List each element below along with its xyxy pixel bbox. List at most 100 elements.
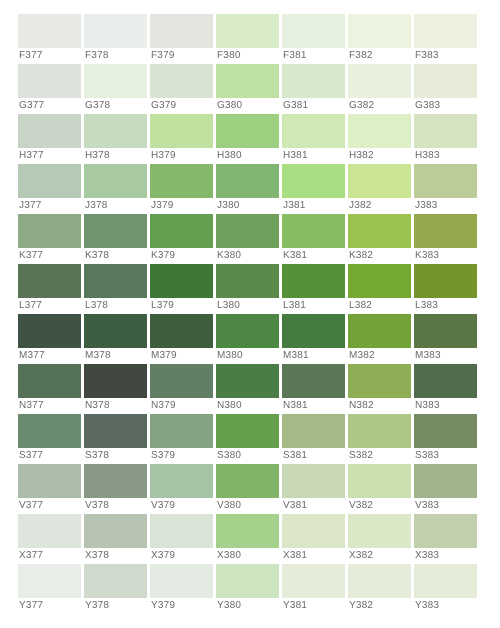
color-swatch-m381[interactable]: M381 bbox=[282, 314, 345, 364]
swatch-color-block[interactable] bbox=[348, 364, 411, 398]
swatch-color-block[interactable] bbox=[414, 314, 477, 348]
color-swatch-k377[interactable]: K377 bbox=[18, 214, 81, 264]
color-swatch-n381[interactable]: N381 bbox=[282, 364, 345, 414]
color-swatch-n378[interactable]: N378 bbox=[84, 364, 147, 414]
color-swatch-s380[interactable]: S380 bbox=[216, 414, 279, 464]
swatch-color-block[interactable] bbox=[282, 14, 345, 48]
color-swatch-y379[interactable]: Y379 bbox=[150, 564, 213, 614]
swatch-color-block[interactable] bbox=[348, 414, 411, 448]
swatch-color-block[interactable] bbox=[18, 164, 81, 198]
swatch-color-block[interactable] bbox=[216, 464, 279, 498]
swatch-color-block[interactable] bbox=[18, 514, 81, 548]
swatch-color-block[interactable] bbox=[150, 314, 213, 348]
swatch-color-block[interactable] bbox=[84, 114, 147, 148]
color-swatch-s378[interactable]: S378 bbox=[84, 414, 147, 464]
color-swatch-h377[interactable]: H377 bbox=[18, 114, 81, 164]
color-swatch-l379[interactable]: L379 bbox=[150, 264, 213, 314]
swatch-color-block[interactable] bbox=[414, 264, 477, 298]
color-swatch-v377[interactable]: V377 bbox=[18, 464, 81, 514]
swatch-color-block[interactable] bbox=[282, 364, 345, 398]
swatch-color-block[interactable] bbox=[414, 514, 477, 548]
color-swatch-l380[interactable]: L380 bbox=[216, 264, 279, 314]
color-swatch-h379[interactable]: H379 bbox=[150, 114, 213, 164]
color-swatch-x380[interactable]: X380 bbox=[216, 514, 279, 564]
color-swatch-v378[interactable]: V378 bbox=[84, 464, 147, 514]
swatch-color-block[interactable] bbox=[150, 114, 213, 148]
swatch-color-block[interactable] bbox=[18, 214, 81, 248]
swatch-color-block[interactable] bbox=[414, 214, 477, 248]
color-swatch-f382[interactable]: F382 bbox=[348, 14, 411, 64]
swatch-color-block[interactable] bbox=[150, 414, 213, 448]
color-swatch-n377[interactable]: N377 bbox=[18, 364, 81, 414]
color-swatch-h380[interactable]: H380 bbox=[216, 114, 279, 164]
color-swatch-y381[interactable]: Y381 bbox=[282, 564, 345, 614]
color-swatch-l381[interactable]: L381 bbox=[282, 264, 345, 314]
color-swatch-x379[interactable]: X379 bbox=[150, 514, 213, 564]
swatch-color-block[interactable] bbox=[84, 514, 147, 548]
color-swatch-k379[interactable]: K379 bbox=[150, 214, 213, 264]
swatch-color-block[interactable] bbox=[18, 464, 81, 498]
color-swatch-v379[interactable]: V379 bbox=[150, 464, 213, 514]
color-swatch-j378[interactable]: J378 bbox=[84, 164, 147, 214]
color-swatch-g383[interactable]: G383 bbox=[414, 64, 477, 114]
color-swatch-l377[interactable]: L377 bbox=[18, 264, 81, 314]
swatch-color-block[interactable] bbox=[282, 564, 345, 598]
color-swatch-s379[interactable]: S379 bbox=[150, 414, 213, 464]
swatch-color-block[interactable] bbox=[18, 64, 81, 98]
swatch-color-block[interactable] bbox=[150, 364, 213, 398]
swatch-color-block[interactable] bbox=[414, 564, 477, 598]
swatch-color-block[interactable] bbox=[84, 264, 147, 298]
swatch-color-block[interactable] bbox=[18, 314, 81, 348]
swatch-color-block[interactable] bbox=[414, 114, 477, 148]
color-swatch-l378[interactable]: L378 bbox=[84, 264, 147, 314]
color-swatch-j380[interactable]: J380 bbox=[216, 164, 279, 214]
swatch-color-block[interactable] bbox=[282, 314, 345, 348]
swatch-color-block[interactable] bbox=[414, 164, 477, 198]
color-swatch-g379[interactable]: G379 bbox=[150, 64, 213, 114]
swatch-color-block[interactable] bbox=[216, 164, 279, 198]
color-swatch-n379[interactable]: N379 bbox=[150, 364, 213, 414]
color-swatch-f381[interactable]: F381 bbox=[282, 14, 345, 64]
color-swatch-m383[interactable]: M383 bbox=[414, 314, 477, 364]
color-swatch-y380[interactable]: Y380 bbox=[216, 564, 279, 614]
swatch-color-block[interactable] bbox=[84, 414, 147, 448]
color-swatch-g378[interactable]: G378 bbox=[84, 64, 147, 114]
swatch-color-block[interactable] bbox=[84, 64, 147, 98]
swatch-color-block[interactable] bbox=[84, 164, 147, 198]
swatch-color-block[interactable] bbox=[18, 114, 81, 148]
swatch-color-block[interactable] bbox=[414, 414, 477, 448]
color-swatch-m382[interactable]: M382 bbox=[348, 314, 411, 364]
color-swatch-y377[interactable]: Y377 bbox=[18, 564, 81, 614]
swatch-color-block[interactable] bbox=[150, 164, 213, 198]
color-swatch-s381[interactable]: S381 bbox=[282, 414, 345, 464]
color-swatch-x382[interactable]: X382 bbox=[348, 514, 411, 564]
color-swatch-v380[interactable]: V380 bbox=[216, 464, 279, 514]
swatch-color-block[interactable] bbox=[84, 314, 147, 348]
swatch-color-block[interactable] bbox=[414, 364, 477, 398]
swatch-color-block[interactable] bbox=[348, 564, 411, 598]
swatch-color-block[interactable] bbox=[348, 514, 411, 548]
swatch-color-block[interactable] bbox=[84, 564, 147, 598]
color-swatch-g381[interactable]: G381 bbox=[282, 64, 345, 114]
color-swatch-l383[interactable]: L383 bbox=[414, 264, 477, 314]
color-swatch-f383[interactable]: F383 bbox=[414, 14, 477, 64]
color-swatch-j382[interactable]: J382 bbox=[348, 164, 411, 214]
color-swatch-l382[interactable]: L382 bbox=[348, 264, 411, 314]
swatch-color-block[interactable] bbox=[348, 114, 411, 148]
swatch-color-block[interactable] bbox=[282, 264, 345, 298]
swatch-color-block[interactable] bbox=[348, 464, 411, 498]
color-swatch-g377[interactable]: G377 bbox=[18, 64, 81, 114]
swatch-color-block[interactable] bbox=[216, 514, 279, 548]
color-swatch-g380[interactable]: G380 bbox=[216, 64, 279, 114]
color-swatch-k378[interactable]: K378 bbox=[84, 214, 147, 264]
swatch-color-block[interactable] bbox=[150, 214, 213, 248]
color-swatch-n383[interactable]: N383 bbox=[414, 364, 477, 414]
color-swatch-x377[interactable]: X377 bbox=[18, 514, 81, 564]
swatch-color-block[interactable] bbox=[18, 14, 81, 48]
color-swatch-k382[interactable]: K382 bbox=[348, 214, 411, 264]
swatch-color-block[interactable] bbox=[282, 164, 345, 198]
color-swatch-y383[interactable]: Y383 bbox=[414, 564, 477, 614]
color-swatch-j379[interactable]: J379 bbox=[150, 164, 213, 214]
swatch-color-block[interactable] bbox=[216, 364, 279, 398]
color-swatch-n380[interactable]: N380 bbox=[216, 364, 279, 414]
